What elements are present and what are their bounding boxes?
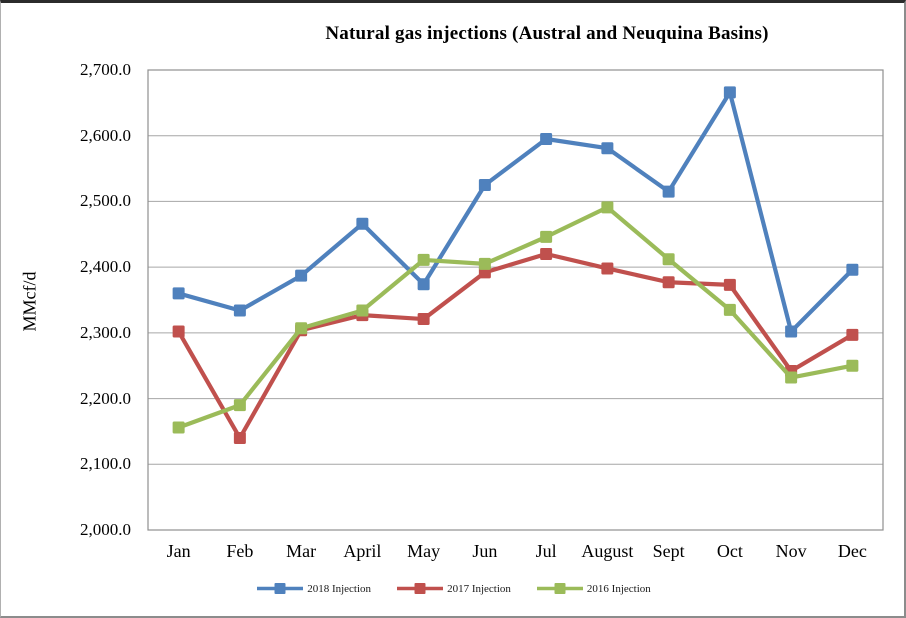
series-marker-2016-injection (601, 201, 614, 214)
series-marker-2018-injection (785, 325, 798, 338)
legend-key-icon (397, 583, 444, 594)
x-tick-label-jul: Jul (535, 541, 557, 561)
series-marker-2018-injection (356, 217, 369, 230)
series-marker-2018-injection (478, 179, 491, 191)
series-marker-2018-injection (172, 287, 185, 300)
plot-area (147, 69, 884, 531)
y-tick-label: 2,000.0 (80, 520, 131, 539)
x-tick-label-jun: Jun (472, 541, 498, 561)
series-marker-2017-injection (846, 328, 859, 341)
series-marker-2018-injection (233, 304, 246, 317)
plot-border (147, 69, 884, 531)
x-tick-label-dec: Dec (837, 541, 867, 561)
series-marker-2018-injection (417, 278, 430, 291)
series-marker-2017-injection (233, 432, 246, 444)
legend: 2018 Injection 2017 Injection 2016 Injecti… (1, 582, 904, 595)
series-marker-2017-injection (172, 325, 185, 338)
series-marker-2016-injection (233, 399, 246, 412)
chart-title: Natural gas injections (Austral and Neuq… (325, 23, 769, 44)
x-tick-label-may: May (407, 541, 441, 561)
y-tick-label: 2,200.0 (80, 388, 131, 408)
legend-label-2016-injection: 2016 Injection (586, 582, 651, 595)
series-marker-2016-injection (295, 322, 308, 335)
x-tick-label-jan: Jan (166, 541, 191, 561)
legend-item-2018-injection: 2018 Injection (257, 582, 371, 595)
x-tick-label-sept: Sept (652, 541, 685, 561)
series-marker-2018-injection (295, 269, 308, 282)
series-marker-2016-injection (846, 359, 859, 372)
y-tick-label: 2,700.0 (80, 60, 131, 79)
series-marker-2017-injection (417, 313, 430, 326)
legend-key-icon (257, 583, 304, 594)
series-marker-2017-injection (723, 278, 736, 291)
x-tick-label-august: August (581, 541, 634, 561)
y-tick-label: 2,500.0 (80, 191, 131, 211)
x-tick-label-feb: Feb (226, 541, 254, 561)
series-marker-2016-injection (356, 304, 369, 317)
y-tick-label: 2,300.0 (80, 322, 131, 342)
x-tick-label-nov: Nov (775, 541, 807, 561)
series-line-2016-injection (176, 205, 855, 430)
series-marker-2016-injection (785, 371, 798, 384)
series-marker-2016-injection (478, 257, 491, 270)
series-marker-2016-injection (172, 421, 185, 434)
x-tick-label-mar: Mar (286, 541, 317, 561)
x-tick-label-oct: Oct (716, 541, 743, 561)
series-marker-2017-injection (662, 276, 675, 289)
series-marker-2018-injection (601, 142, 614, 155)
y-tick-label: 2,100.0 (80, 454, 131, 474)
series-line-2017-injection (176, 251, 855, 441)
series-marker-2017-injection (540, 248, 553, 260)
y-tick-label: 2,400.0 (80, 257, 131, 277)
legend-item-2016-injection: 2016 Injection (536, 582, 651, 595)
series-marker-2016-injection (723, 303, 736, 316)
legend-key-icon (536, 583, 583, 594)
legend-label-2017-injection: 2017 Injection (447, 582, 511, 595)
series-marker-2016-injection (662, 253, 675, 266)
series-marker-2018-injection (540, 133, 553, 145)
series-marker-2018-injection (723, 86, 736, 99)
series-line-2018-injection (176, 90, 855, 334)
series-marker-2016-injection (417, 253, 430, 266)
series-marker-2017-injection (601, 262, 614, 275)
x-tick-label-april: April (343, 541, 382, 561)
series-marker-2018-injection (662, 185, 675, 198)
series-marker-2018-injection (846, 263, 859, 276)
legend-item-2017-injection: 2017 Injection (397, 582, 511, 595)
series-marker-2016-injection (540, 230, 553, 243)
y-tick-label: 2,600.0 (80, 125, 131, 145)
legend-label-2018-injection: 2018 Injection (307, 582, 372, 595)
